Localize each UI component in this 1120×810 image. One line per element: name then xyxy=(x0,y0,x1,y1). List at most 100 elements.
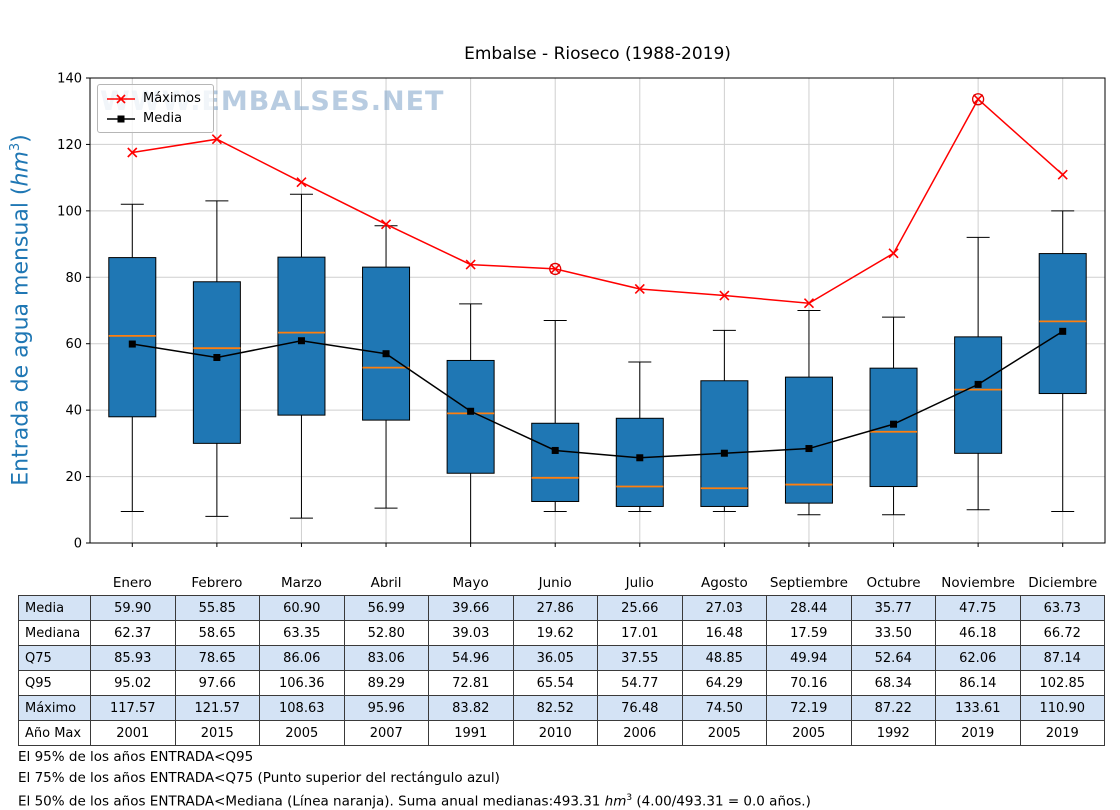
legend-item-media: Media xyxy=(106,111,201,126)
box-Noviembre-rect xyxy=(954,336,1003,454)
footnote-mediana-close: (4.00/493.31 = 0.0 años.) xyxy=(632,793,811,810)
line-Media xyxy=(132,330,1064,459)
stats-table-body: Media 59.90 55.85 60.90 56.99 39.66 27.86 25.66… xyxy=(18,595,1105,746)
marker-x xyxy=(973,94,984,105)
legend-item-maximos: Máximos xyxy=(106,91,201,106)
y-tick-label: 100 xyxy=(57,204,82,219)
footnotes: El 95% de los años ENTRADA<Q95 El 75% de… xyxy=(18,747,811,810)
marker-x xyxy=(719,290,730,301)
box-Abril-rect xyxy=(362,266,411,421)
box-Agosto-rect xyxy=(700,380,749,507)
marker-square xyxy=(213,353,221,361)
table-cell: 95.02 xyxy=(90,670,176,696)
table-cell: 2015 xyxy=(174,720,260,746)
table-cell: 72.81 xyxy=(428,670,514,696)
footnote-mediana-unit: hm xyxy=(604,793,627,810)
marker-x xyxy=(211,134,222,145)
table-cell: 27.03 xyxy=(681,595,767,621)
table-cell: 2005 xyxy=(766,720,852,746)
table-cell: 2019 xyxy=(1019,720,1105,746)
marker-x xyxy=(1057,169,1068,180)
month-label: Julio xyxy=(625,575,654,591)
box-Diciembre-rect xyxy=(1038,253,1087,395)
table-row-mediana: Mediana 62.37 58.65 63.35 52.80 39.03 19.62 17.… xyxy=(18,620,1105,646)
table-cell: 2019 xyxy=(935,720,1021,746)
footnote-mediana: El 50% de los años ENTRADA<Mediana (Líne… xyxy=(18,788,811,810)
table-cell: 117.57 xyxy=(90,695,176,721)
month-label: Mayo xyxy=(453,575,489,591)
table-cell: 108.63 xyxy=(259,695,345,721)
y-tick-label: 0 xyxy=(74,537,82,552)
table-cell: 17.01 xyxy=(597,620,683,646)
marker-x xyxy=(465,259,476,270)
marker-x xyxy=(380,219,392,230)
y-axis-label-exponent: 3 xyxy=(8,142,23,152)
table-cell: 87.22 xyxy=(850,695,936,721)
marker-x xyxy=(550,263,561,274)
row-label: Q75 xyxy=(18,645,91,671)
month-label: Diciembre xyxy=(1028,575,1097,591)
table-cell: 83.82 xyxy=(428,695,514,721)
table-cell: 39.03 xyxy=(428,620,514,646)
table-cell: 46.18 xyxy=(935,620,1021,646)
month-label: Septiembre xyxy=(770,575,848,591)
month-label: Febrero xyxy=(191,575,242,591)
stats-table: Media 59.90 55.85 60.90 56.99 39.66 27.86 25.66… xyxy=(18,595,1105,746)
table-cell: 2001 xyxy=(90,720,176,746)
table-cell: 52.80 xyxy=(343,620,429,646)
table-cell: 54.96 xyxy=(428,645,514,671)
row-label: Mediana xyxy=(18,620,91,646)
box-Mayo-rect xyxy=(446,359,495,474)
table-cell: 2007 xyxy=(343,720,429,746)
table-cell: 68.34 xyxy=(850,670,936,696)
marker-square xyxy=(720,449,728,457)
table-row-m-ximo: Máximo 117.57 121.57 108.63 95.96 83.82 82.52 7… xyxy=(18,695,1105,721)
table-cell: 72.19 xyxy=(766,695,852,721)
month-label: Junio xyxy=(538,575,572,591)
table-cell: 62.06 xyxy=(935,645,1021,671)
marker-square xyxy=(1059,327,1067,335)
box-Febrero-rect xyxy=(192,281,241,444)
month-label: Enero xyxy=(113,575,152,591)
table-cell: 76.48 xyxy=(597,695,683,721)
marker-x xyxy=(634,283,645,295)
chart-title: Embalse - Rioseco (1988-2019) xyxy=(464,44,731,64)
table-cell: 55.85 xyxy=(174,595,260,621)
table-row-q75: Q75 85.93 78.65 86.06 83.06 54.96 36.05 37.55 48… xyxy=(18,645,1105,671)
table-row-media: Media 59.90 55.85 60.90 56.99 39.66 27.86 25.66… xyxy=(18,595,1105,621)
table-cell: 65.54 xyxy=(512,670,598,696)
table-cell: 54.77 xyxy=(597,670,683,696)
month-label: Agosto xyxy=(701,575,748,591)
y-tick-label: 120 xyxy=(57,138,82,153)
table-cell: 62.37 xyxy=(90,620,176,646)
table-cell: 110.90 xyxy=(1019,695,1105,721)
table-cell: 102.85 xyxy=(1019,670,1105,696)
box-Julio-rect xyxy=(615,417,664,507)
marker-square xyxy=(297,337,305,345)
table-cell: 63.35 xyxy=(259,620,345,646)
table-cell: 1991 xyxy=(428,720,514,746)
y-tick-label: 60 xyxy=(65,337,82,352)
month-label: Octubre xyxy=(867,575,921,591)
y-tick-label: 140 xyxy=(57,72,82,87)
marker-square xyxy=(805,445,813,453)
table-cell: 78.65 xyxy=(174,645,260,671)
footnote-q75: El 75% de los años ENTRADA<Q75 (Punto su… xyxy=(18,769,500,786)
table-cell: 82.52 xyxy=(512,695,598,721)
box-Septiembre-rect xyxy=(784,376,833,504)
table-cell: 85.93 xyxy=(90,645,176,671)
table-cell: 106.36 xyxy=(259,670,345,696)
y-axis-label-close: ) xyxy=(8,134,34,143)
month-label: Marzo xyxy=(281,575,322,591)
marker-x xyxy=(888,248,899,259)
maximos-line-icon xyxy=(107,93,135,104)
table-cell: 2005 xyxy=(259,720,345,746)
y-tick-label: 80 xyxy=(65,271,82,286)
marker-square xyxy=(467,407,475,415)
month-label: Noviembre xyxy=(941,575,1015,591)
table-cell: 83.06 xyxy=(343,645,429,671)
table-cell: 89.29 xyxy=(343,670,429,696)
line-Máximos xyxy=(132,98,1064,304)
row-label: Máximo xyxy=(18,695,91,721)
box-Enero-rect xyxy=(108,257,157,418)
